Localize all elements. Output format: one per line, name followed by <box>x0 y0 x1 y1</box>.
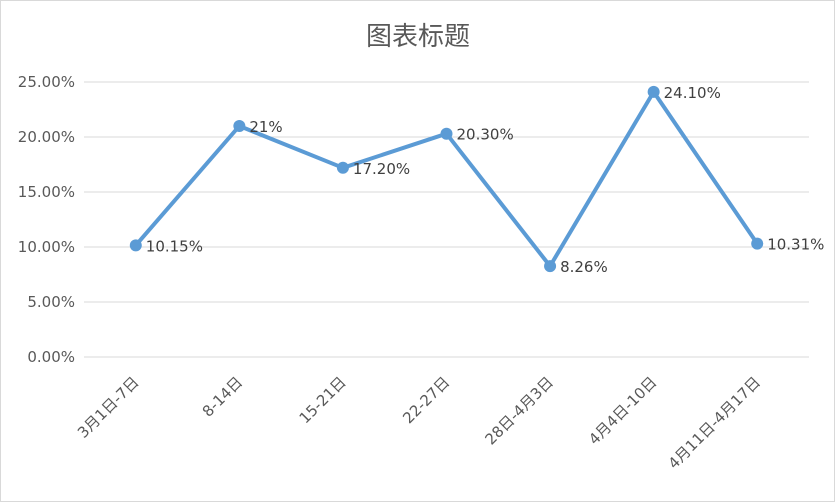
y-tick-label: 20.00% <box>18 128 75 146</box>
y-tick-label: 10.00% <box>18 238 75 256</box>
x-tick-label: 4月4日-10日 <box>585 373 660 448</box>
series <box>129 85 764 273</box>
data-point <box>233 120 246 132</box>
y-axis-ticks: 0.00% 5.00% 10.00% 15.00% 20.00% 25.00% <box>18 73 75 366</box>
data-label: 8.26% <box>560 258 608 276</box>
y-tick-label: 15.00% <box>18 183 75 201</box>
data-point <box>440 127 453 140</box>
data-point <box>336 161 349 174</box>
y-tick-label: 0.00% <box>27 348 75 366</box>
data-label: 21% <box>249 118 282 136</box>
chart-title: 图表标题 <box>366 22 470 52</box>
x-tick-label: 22-27日 <box>399 373 453 427</box>
data-label: 10.15% <box>146 237 203 255</box>
data-labels: 10.15% 21% 17.20% 20.30% 8.26% 24.10% 10.31% <box>146 84 825 276</box>
x-axis-ticks: 3月1日-7日 8-14日 15-21日 22-27日 28日-4月3日 4月4日-10日… <box>74 373 764 472</box>
data-label: 10.31% <box>767 236 824 254</box>
data-point <box>751 237 764 250</box>
data-point <box>544 260 557 273</box>
x-tick-label: 3月1日-7日 <box>74 373 143 442</box>
x-tick-label: 15-21日 <box>296 373 350 427</box>
data-label: 17.20% <box>353 160 410 178</box>
series-line <box>133 89 760 269</box>
x-tick-label: 8-14日 <box>199 373 246 420</box>
y-tick-label: 5.00% <box>27 293 75 311</box>
x-tick-label: 28日-4月3日 <box>482 373 557 448</box>
y-tick-label: 25.00% <box>18 73 75 91</box>
data-point <box>129 239 142 252</box>
data-label: 24.10% <box>664 84 721 102</box>
data-label: 20.30% <box>457 126 514 144</box>
data-point <box>647 85 660 98</box>
gridlines <box>84 81 809 358</box>
x-tick-label: 4月11日-4月17日 <box>665 373 764 472</box>
